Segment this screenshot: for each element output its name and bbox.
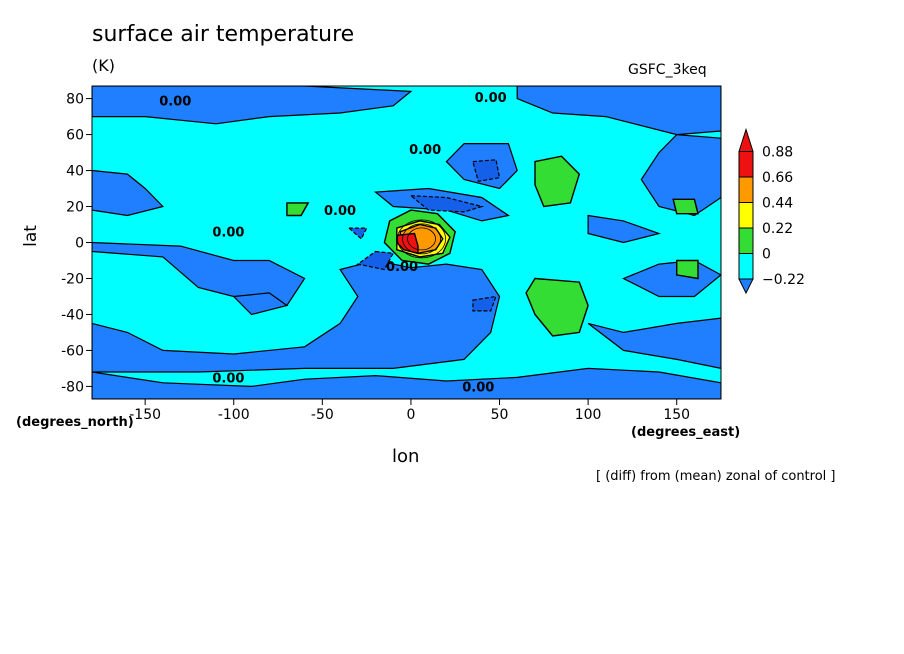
- contour-region-16: [347, 227, 368, 240]
- contour-region-19: [525, 277, 589, 337]
- x-axis-label: lon: [392, 446, 420, 467]
- x-tick-label-6: 150: [663, 407, 690, 423]
- colorbar-label-0: −0.22: [762, 272, 805, 288]
- y-axis-units: (degrees_north): [16, 415, 134, 430]
- contour-region-14: [409, 195, 485, 213]
- chart-title: surface air temperature: [92, 22, 355, 47]
- y-tick-label-4: 0: [75, 236, 84, 252]
- contour-region-21: [676, 259, 699, 280]
- colorbar-label-3: 0.44: [762, 196, 793, 212]
- contour-label-7: 0.00: [462, 380, 494, 395]
- contour-region-20: [672, 198, 699, 215]
- contour-label-2: 0.00: [409, 143, 441, 158]
- colorbar-label-2: 0.22: [762, 221, 793, 237]
- y-tick-label-1: -60: [61, 343, 84, 359]
- colorbar-lower-arrow: [738, 278, 754, 295]
- contour-region-6: [587, 317, 721, 370]
- y-tick-label-7: 60: [66, 128, 84, 144]
- contour-region-17: [472, 295, 497, 312]
- colorbar-upper-arrow: [738, 127, 754, 152]
- x-tick-label-1: -100: [218, 407, 250, 423]
- contour-region-3: [92, 241, 306, 307]
- colorbar-label-4: 0.66: [762, 170, 793, 186]
- y-tick-label-6: 40: [66, 164, 84, 180]
- contour-label-6: 0.00: [212, 371, 244, 386]
- contour-region-22: [286, 202, 310, 217]
- contour-label-5: 0.00: [386, 260, 418, 275]
- x-tick-label-2: -50: [311, 407, 334, 423]
- contour-ring-2: [397, 219, 446, 259]
- contour-label-3: 0.00: [324, 204, 356, 219]
- y-tick-label-3: -20: [61, 271, 84, 287]
- x-tick-label-3: 0: [406, 407, 415, 423]
- colorbar-box-1: [738, 227, 754, 254]
- footnote: [ (diff) from (mean) zonal of control ]: [596, 469, 836, 484]
- contour-ring-0: [407, 227, 436, 251]
- contour-region-9: [587, 214, 662, 244]
- colorbar-box-0: [738, 253, 754, 280]
- y-tick-label-0: -80: [61, 379, 84, 395]
- contour-region-4: [92, 259, 501, 373]
- contour-ring-1: [402, 223, 441, 255]
- colorbar-label-1: 0: [762, 247, 771, 263]
- contour-region-0: [92, 86, 413, 125]
- chart-units: (K): [92, 56, 115, 75]
- contour-region-1: [516, 86, 721, 136]
- run-label: GSFC_3keq: [628, 62, 707, 78]
- contour-region-18: [534, 155, 581, 208]
- colorbar-box-3: [738, 176, 754, 203]
- colorbar-label-5: 0.88: [762, 145, 793, 161]
- colorbar-box-2: [738, 202, 754, 229]
- x-tick-label-0: -150: [129, 407, 161, 423]
- contour-region-5: [92, 367, 721, 399]
- contour-region-15: [356, 250, 395, 271]
- x-axis-units: (degrees_east): [631, 425, 741, 440]
- colorbar-box-4: [738, 151, 754, 178]
- contour-region-2: [92, 169, 165, 217]
- y-tick-label-2: -40: [61, 307, 84, 323]
- contour-region-13: [472, 159, 501, 182]
- x-tick-label-4: 50: [491, 407, 509, 423]
- contour-label-1: 0.00: [475, 91, 507, 106]
- contour-label-4: 0.00: [212, 226, 244, 241]
- y-tick-label-5: 20: [66, 200, 84, 216]
- contour-label-0: 0.00: [159, 94, 191, 109]
- y-tick-label-8: 80: [66, 92, 84, 108]
- x-tick-label-5: 100: [575, 407, 602, 423]
- contour-region-12: [232, 292, 289, 316]
